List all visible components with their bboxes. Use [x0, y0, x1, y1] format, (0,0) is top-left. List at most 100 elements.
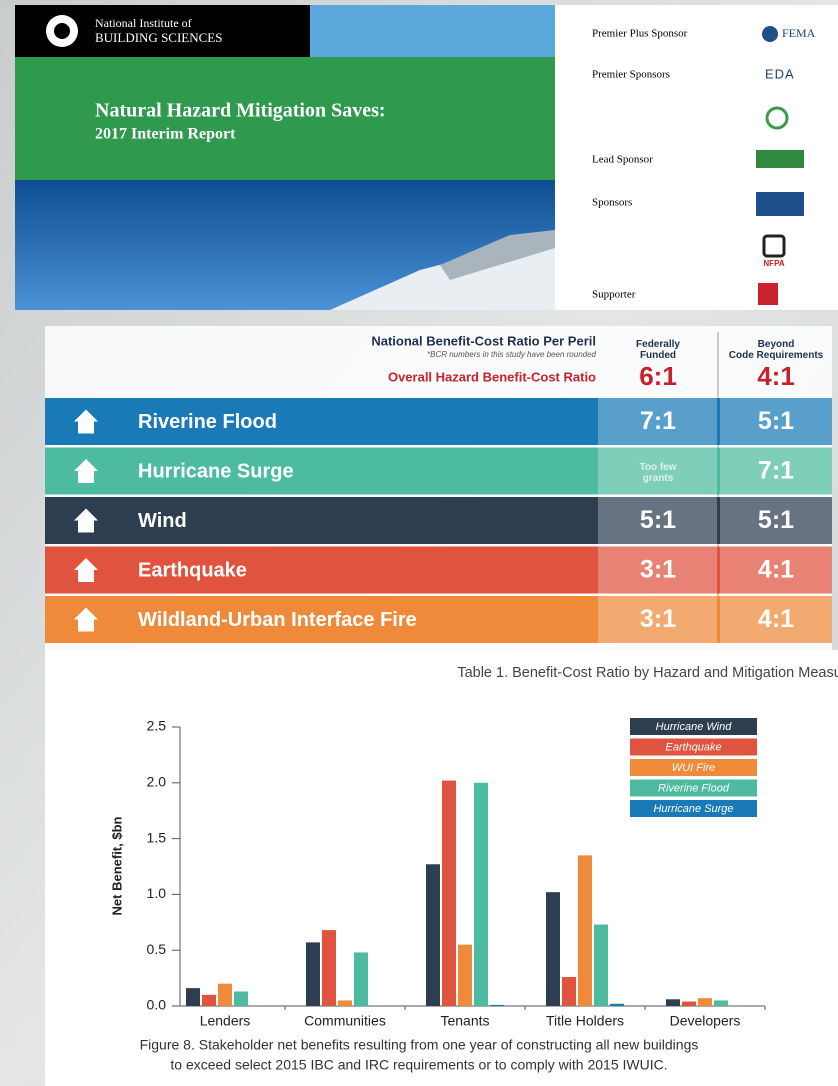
bar [698, 998, 712, 1006]
overall-label: Overall Hazard Benefit-Cost Ratio [388, 369, 596, 384]
report-subtitle: 2017 Interim Report [95, 126, 236, 143]
sponsor-logo: NFPA [763, 259, 784, 268]
y-tick-label: 0.0 [147, 997, 167, 1013]
header-blue [310, 5, 555, 57]
table-row [45, 497, 832, 544]
bar [442, 780, 456, 1006]
y-axis-label: Net Benefit, $bn [109, 816, 124, 915]
y-tick-label: 2.5 [147, 718, 167, 734]
legend-label: Hurricane Wind [656, 721, 733, 733]
bar [426, 864, 440, 1006]
x-tick-label: Communities [304, 1013, 386, 1029]
sponsor-label: Supporter [592, 289, 636, 301]
logo [762, 234, 786, 258]
ratio-cell [598, 596, 717, 643]
ratio-cell [720, 497, 832, 544]
bar [578, 855, 592, 1006]
org-name: BUILDING SCIENCES [95, 30, 222, 45]
ratio-cell [720, 447, 832, 495]
logo-icon-inner [54, 23, 70, 39]
figure-caption: Figure 8. Stakeholder net benefits resul… [140, 1037, 699, 1053]
table-row [45, 398, 832, 445]
legend-label: Riverine Flood [658, 782, 730, 794]
legend-swatch [630, 738, 757, 756]
bar [322, 930, 336, 1006]
report-title: Natural Hazard Mitigation Saves: [95, 100, 386, 122]
hazard-name: Hurricane Surge [138, 460, 294, 482]
ratio: 5:1 [758, 407, 794, 435]
ratio-cell [598, 546, 717, 594]
bar [234, 991, 248, 1006]
title-band [15, 57, 555, 180]
bar [714, 1000, 728, 1006]
legend-label: Hurricane Surge [653, 803, 733, 815]
ratio-cell [720, 596, 832, 643]
sponsor-label: Sponsors [592, 197, 632, 209]
column-header: Beyond Code Requirements [729, 339, 824, 361]
x-tick-label: Developers [670, 1013, 741, 1029]
sponsor-label: Lead Sponsor [592, 154, 653, 166]
ratio: 3:1 [640, 556, 676, 584]
overall-ratio: 6:1 [639, 361, 677, 391]
building-roof [440, 230, 555, 280]
hazard-name: Earthquake [138, 559, 247, 581]
sponsor-logo: EDA [765, 66, 795, 81]
table-note: *BCR numbers in this study have been rou… [427, 350, 597, 359]
bar [186, 988, 200, 1006]
ratio: 4:1 [758, 605, 794, 633]
org-name: National Institute of [95, 16, 192, 30]
bar [306, 942, 320, 1006]
logo [756, 192, 804, 216]
hazard-icon [74, 459, 98, 483]
bar [218, 983, 232, 1006]
bar [338, 1000, 352, 1006]
x-tick-label: Tenants [440, 1013, 489, 1029]
column-header: Federally Funded [636, 339, 680, 361]
table-title: National Benefit-Cost Ratio Per Peril [371, 333, 596, 348]
logo [762, 26, 778, 42]
legend-swatch [630, 759, 757, 776]
ratio-cell [598, 447, 717, 495]
bar [594, 924, 608, 1006]
y-tick-label: 1.0 [147, 885, 167, 901]
ratio-cell [720, 398, 832, 445]
table-row [45, 546, 832, 594]
hazard-icon [74, 409, 98, 434]
ratio-cell [598, 497, 717, 544]
y-tick-label: 2.0 [147, 774, 167, 790]
ratio: 7:1 [640, 407, 676, 435]
hazard-name: Riverine Flood [138, 411, 277, 433]
ratio-cell [720, 546, 832, 594]
logo [756, 150, 804, 168]
overall-ratio: 4:1 [757, 361, 795, 391]
hazard-icon [74, 607, 98, 632]
ratio-cell [598, 398, 717, 445]
legend-swatch [630, 779, 757, 797]
x-tick-label: Lenders [200, 1013, 251, 1029]
ratio: 5:1 [640, 506, 676, 534]
ratio: 5:1 [758, 506, 794, 534]
bar [490, 1004, 504, 1006]
hazard-icon [74, 508, 98, 533]
ratio: Too few grants [639, 462, 676, 484]
bar [610, 1003, 624, 1006]
hazard-name: Wildland-Urban Interface Fire [138, 609, 417, 631]
bar [354, 952, 368, 1006]
ratio: 4:1 [758, 556, 794, 584]
table-caption: Table 1. Benefit-Cost Ratio by Hazard an… [457, 665, 838, 681]
logo [758, 283, 778, 305]
bar [546, 892, 560, 1006]
sponsor-logo: FEMA [782, 26, 816, 40]
bar [666, 999, 680, 1006]
table-row [45, 447, 832, 495]
logo [765, 106, 789, 130]
y-tick-label: 0.5 [147, 941, 167, 957]
figure-caption: to exceed select 2015 IBC and IRC requir… [170, 1057, 667, 1073]
legend-swatch [630, 718, 757, 735]
sponsor-label: Premier Sponsors [592, 69, 670, 81]
sponsor-label: Premier Plus Sponsor [592, 28, 688, 40]
bar [562, 976, 576, 1006]
bar [474, 782, 488, 1006]
x-tick-label: Title Holders [546, 1013, 624, 1029]
